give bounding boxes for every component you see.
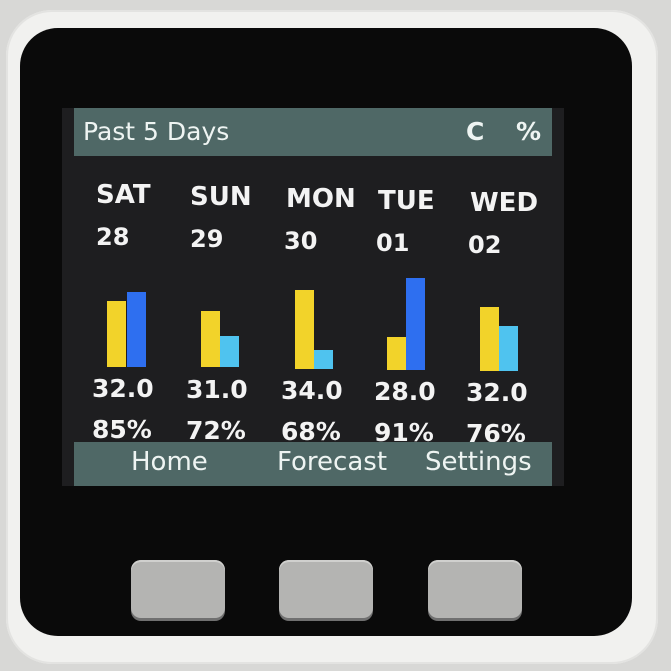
humidity-value: 68% xyxy=(281,417,341,446)
date-label: 02 xyxy=(468,231,502,259)
humidity-bar xyxy=(406,278,425,370)
temperature-value: 32.0 xyxy=(466,378,528,407)
footer-nav: Home Forecast Settings xyxy=(74,442,552,486)
day-label: WED xyxy=(470,188,539,218)
temperature-bar xyxy=(295,290,314,369)
day-label: SUN xyxy=(190,182,252,212)
display-screen: Past 5 Days C % SAT SUN MON TUE WED 28 2… xyxy=(62,108,564,486)
temperature-value: 28.0 xyxy=(374,377,436,406)
temperature-bar xyxy=(480,307,499,371)
date-label: 01 xyxy=(376,229,410,257)
nav-settings[interactable]: Settings xyxy=(425,447,532,477)
temperature-value: 32.0 xyxy=(92,374,154,403)
day-label: MON xyxy=(286,184,356,214)
temperature-value: 34.0 xyxy=(281,376,343,405)
date-label: 28 xyxy=(96,223,130,251)
temperature-bar xyxy=(387,337,406,370)
humidity-value: 72% xyxy=(186,416,246,445)
hardware-button-b[interactable] xyxy=(279,560,373,618)
day-label: TUE xyxy=(378,186,435,216)
header-bar: Past 5 Days C % xyxy=(74,108,552,156)
header-title: Past 5 Days xyxy=(83,117,230,146)
temperature-bar xyxy=(107,301,126,367)
humidity-bar xyxy=(499,326,518,371)
humidity-bar xyxy=(314,350,333,369)
unit-temperature[interactable]: C xyxy=(466,117,485,146)
hardware-button-a[interactable] xyxy=(131,560,225,618)
temperature-value: 31.0 xyxy=(186,375,248,404)
nav-forecast[interactable]: Forecast xyxy=(277,447,388,477)
date-label: 29 xyxy=(190,225,224,253)
date-label: 30 xyxy=(284,227,318,255)
hardware-button-c[interactable] xyxy=(428,560,522,618)
humidity-value: 85% xyxy=(92,415,152,444)
nav-home[interactable]: Home xyxy=(131,447,208,477)
humidity-bar xyxy=(220,336,239,367)
temperature-bar xyxy=(201,311,220,367)
day-label: SAT xyxy=(96,180,151,210)
unit-humidity[interactable]: % xyxy=(516,117,542,146)
humidity-bar xyxy=(127,292,146,367)
